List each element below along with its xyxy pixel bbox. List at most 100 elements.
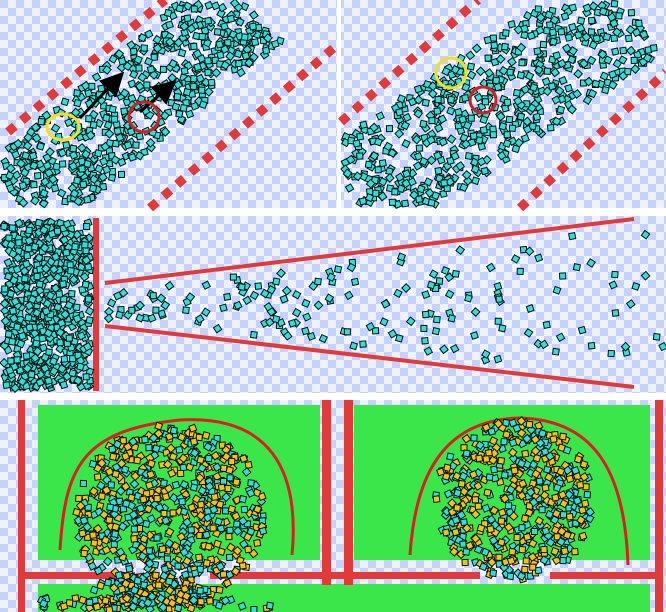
particle bbox=[423, 177, 434, 187]
particle bbox=[287, 318, 297, 328]
particle bbox=[190, 101, 200, 111]
particle bbox=[45, 146, 55, 157]
particle bbox=[475, 136, 484, 145]
particle bbox=[126, 40, 137, 50]
particle bbox=[489, 131, 498, 139]
particle bbox=[564, 83, 573, 93]
particle bbox=[177, 48, 187, 58]
barrier bbox=[93, 218, 99, 391]
particle bbox=[635, 19, 643, 28]
particle bbox=[552, 285, 562, 295]
particle bbox=[186, 23, 197, 34]
particle bbox=[13, 138, 23, 149]
particle bbox=[226, 14, 236, 24]
particle bbox=[413, 108, 424, 119]
particle bbox=[508, 438, 518, 448]
particle bbox=[229, 0, 240, 9]
particle bbox=[128, 306, 136, 314]
particle bbox=[462, 175, 473, 186]
particle bbox=[424, 187, 435, 198]
particle bbox=[577, 325, 587, 335]
particle bbox=[514, 137, 524, 148]
particle bbox=[490, 41, 499, 50]
particle bbox=[115, 132, 125, 143]
particle bbox=[50, 184, 60, 193]
particle bbox=[202, 558, 211, 568]
particle bbox=[400, 120, 411, 131]
particle bbox=[550, 67, 561, 78]
particle bbox=[482, 455, 491, 463]
particle bbox=[149, 292, 157, 300]
particle bbox=[450, 64, 461, 75]
particle bbox=[500, 470, 509, 480]
particle bbox=[150, 53, 158, 61]
particle bbox=[216, 50, 225, 60]
particle bbox=[497, 537, 506, 547]
particle bbox=[500, 103, 510, 113]
particle bbox=[4, 330, 13, 339]
particle bbox=[611, 309, 620, 317]
particle bbox=[511, 144, 521, 154]
particle bbox=[5, 163, 16, 174]
particle bbox=[598, 7, 608, 16]
particle bbox=[84, 89, 93, 98]
particle bbox=[532, 453, 542, 463]
particle bbox=[88, 459, 98, 469]
particle bbox=[611, 270, 619, 279]
particle bbox=[207, 78, 216, 87]
particle bbox=[15, 239, 23, 247]
particle bbox=[427, 88, 438, 99]
particle bbox=[557, 58, 567, 69]
particle bbox=[538, 506, 546, 514]
particle bbox=[237, 283, 246, 291]
particle bbox=[587, 16, 596, 25]
particle bbox=[11, 170, 22, 180]
particle bbox=[153, 495, 161, 503]
particle bbox=[394, 172, 405, 183]
particle bbox=[248, 10, 259, 21]
particle bbox=[182, 306, 190, 315]
particle bbox=[0, 222, 9, 231]
particle bbox=[458, 115, 468, 124]
particle bbox=[480, 166, 489, 176]
walls bbox=[18, 400, 663, 612]
particle bbox=[451, 269, 460, 278]
particle bbox=[190, 42, 198, 51]
particle bbox=[532, 112, 542, 122]
particle bbox=[551, 116, 562, 127]
particle bbox=[544, 10, 554, 20]
particle bbox=[195, 73, 205, 84]
particle bbox=[583, 76, 594, 87]
particle bbox=[606, 12, 617, 23]
particle bbox=[502, 138, 512, 149]
particle bbox=[103, 120, 113, 130]
particle bbox=[139, 495, 148, 504]
particle bbox=[159, 65, 168, 74]
particle bbox=[239, 454, 249, 464]
particle bbox=[438, 137, 448, 147]
particle bbox=[485, 473, 494, 482]
particle bbox=[446, 106, 456, 116]
particle bbox=[84, 306, 95, 316]
particle bbox=[214, 517, 224, 527]
particle bbox=[572, 263, 582, 272]
particle bbox=[535, 25, 545, 36]
particle bbox=[352, 171, 363, 182]
particle bbox=[22, 352, 31, 360]
particle bbox=[65, 334, 74, 342]
particle bbox=[106, 503, 115, 512]
particle bbox=[21, 151, 31, 161]
particle bbox=[413, 94, 424, 105]
particle bbox=[244, 545, 253, 554]
particle bbox=[520, 514, 530, 523]
particle bbox=[206, 597, 214, 605]
particle bbox=[420, 324, 428, 332]
particle bbox=[446, 134, 457, 144]
particle bbox=[576, 16, 586, 25]
particle bbox=[462, 547, 471, 556]
particle bbox=[56, 338, 64, 347]
particle bbox=[0, 357, 10, 368]
particle bbox=[421, 336, 429, 345]
particle bbox=[92, 602, 102, 612]
particle bbox=[375, 111, 385, 121]
